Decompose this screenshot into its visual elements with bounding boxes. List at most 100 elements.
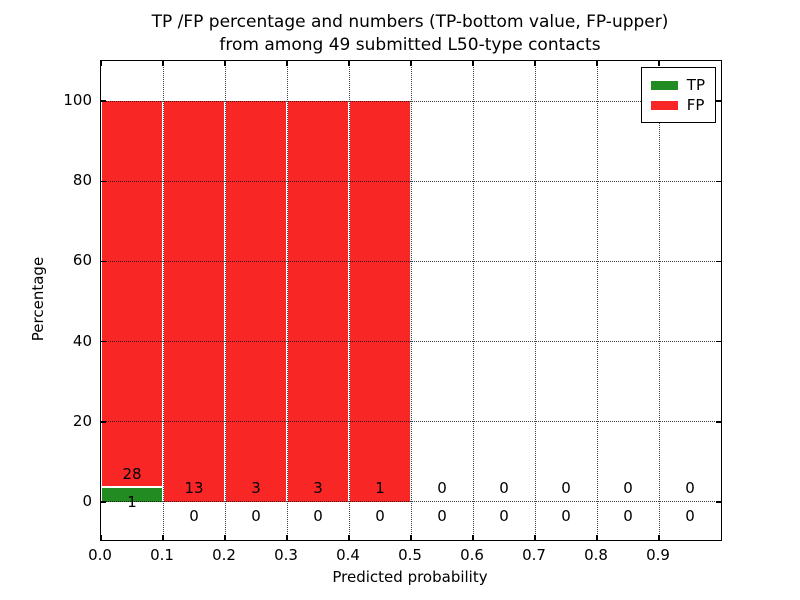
tp-count-label: 0	[623, 506, 633, 525]
x-tick-label: 0.3	[274, 546, 298, 564]
y-tick-mark	[101, 180, 106, 182]
x-tick-label: 0.6	[460, 546, 484, 564]
gridline-vertical	[162, 61, 164, 540]
x-tick-mark	[472, 535, 474, 540]
y-tick-label: 40	[72, 331, 92, 350]
gridline-vertical	[410, 61, 412, 540]
gridline-vertical	[534, 61, 536, 540]
y-tick-mark-right	[716, 340, 721, 343]
x-tick-mark	[410, 535, 412, 540]
tp-count-label: 0	[499, 506, 509, 525]
x-tick-label: 0.1	[150, 546, 174, 564]
y-tick-mark-right	[716, 180, 721, 182]
y-tick-label: 80	[72, 171, 92, 190]
tp-count-label: 0	[251, 506, 261, 525]
legend: TP FP	[640, 67, 716, 123]
tp-count-label: 0	[561, 506, 571, 525]
tp-count-label: 0	[189, 506, 199, 525]
fp-bar	[102, 101, 162, 486]
x-tick-label: 0.2	[212, 546, 236, 564]
x-tick-label: 0.5	[398, 546, 422, 564]
tp-bar	[102, 488, 162, 502]
y-axis-label: Percentage	[29, 256, 47, 342]
x-tick-mark	[658, 535, 660, 540]
x-tick-mark	[596, 535, 598, 540]
x-tick-mark	[286, 535, 288, 540]
gridline-horizontal	[101, 260, 721, 262]
tp-count-label: 0	[437, 506, 447, 525]
gridline-horizontal	[101, 180, 721, 182]
tp-count-label: 0	[685, 506, 695, 525]
x-tick-mark-top	[100, 61, 102, 66]
x-tick-mark	[348, 535, 350, 540]
gridline-horizontal	[101, 501, 721, 503]
tp-count-label: 0	[375, 506, 385, 525]
y-tick-mark-right	[716, 260, 721, 263]
gridline-horizontal	[101, 421, 721, 423]
y-tick-mark	[101, 421, 106, 423]
gridline-vertical	[596, 61, 598, 540]
x-tick-mark-top	[286, 61, 288, 66]
x-tick-mark	[224, 535, 226, 540]
gridline-vertical	[224, 61, 226, 540]
fp-count-label: 28	[122, 465, 142, 484]
y-tick-mark	[101, 501, 106, 503]
x-tick-label: 0.4	[336, 546, 360, 564]
fp-bar	[164, 101, 224, 502]
tp-count-label: 1	[127, 493, 137, 512]
fp-count-label: 13	[184, 478, 204, 497]
y-tick-mark-right	[716, 501, 721, 503]
gridline-vertical	[658, 61, 660, 540]
chart-title-line2: from among 49 submitted L50-type contact…	[219, 35, 601, 55]
x-tick-mark-top	[596, 61, 598, 66]
fp-count-label: 3	[251, 478, 261, 497]
y-tick-label: 60	[72, 251, 92, 270]
y-tick-label: 0	[82, 491, 92, 510]
x-tick-mark	[534, 535, 536, 540]
x-tick-mark-top	[224, 61, 226, 66]
legend-row-fp: FP	[650, 95, 705, 115]
fp-bar	[350, 101, 410, 502]
gridline-vertical	[286, 61, 288, 540]
fp-legend-swatch	[650, 100, 678, 110]
plot-area: TP FP 28 1 13 0 3 0 3 0 1 0 0 0 0 0 0 0 0 0 0 0	[100, 60, 722, 541]
fp-count-label: 0	[499, 478, 509, 497]
gridline-horizontal	[101, 341, 721, 343]
y-tick-mark	[101, 340, 106, 343]
tp-count-label: 0	[313, 506, 323, 525]
fp-count-label: 3	[313, 478, 323, 497]
x-tick-mark-top	[534, 61, 536, 66]
chart-title-line1: TP /FP percentage and numbers (TP-bottom…	[151, 12, 669, 32]
x-tick-mark-top	[348, 61, 350, 66]
y-tick-mark-right	[716, 421, 721, 423]
x-tick-mark-top	[410, 61, 412, 66]
x-tick-mark-top	[472, 61, 474, 66]
x-tick-mark-top	[658, 61, 660, 66]
gridline-horizontal	[101, 100, 721, 102]
x-tick-label: 0.7	[522, 546, 546, 564]
gridline-vertical	[472, 61, 474, 540]
x-axis-label: Predicted probability	[332, 568, 488, 586]
y-tick-mark-right	[716, 100, 721, 102]
y-tick-mark	[101, 260, 106, 263]
chart-title: TP /FP percentage and numbers (TP-bottom…	[100, 11, 720, 57]
y-tick-mark	[101, 100, 106, 102]
tp-legend-label: TP	[686, 76, 705, 94]
x-tick-mark	[162, 535, 164, 540]
fp-bar	[226, 101, 286, 502]
fp-count-label: 0	[437, 478, 447, 497]
fp-count-label: 0	[623, 478, 633, 497]
x-tick-mark-top	[162, 61, 164, 66]
x-tick-mark	[100, 535, 102, 540]
x-tick-label: 0.8	[584, 546, 608, 564]
fp-count-label: 1	[375, 478, 385, 497]
y-tick-label: 100	[63, 91, 92, 110]
y-tick-label: 20	[72, 411, 92, 430]
fp-count-label: 0	[685, 478, 695, 497]
x-tick-label: 0.0	[88, 546, 112, 564]
tp-legend-swatch	[650, 80, 678, 90]
legend-row-tp: TP	[650, 75, 705, 95]
x-tick-label: 0.9	[646, 546, 670, 564]
fp-bar	[288, 101, 348, 502]
